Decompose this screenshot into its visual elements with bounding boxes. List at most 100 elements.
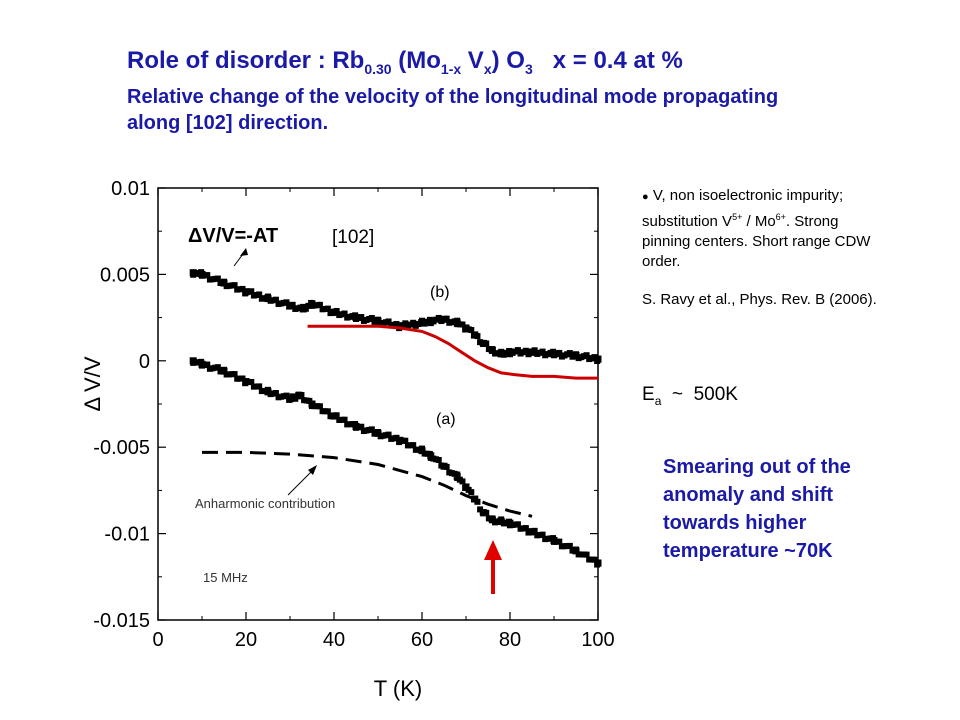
- title-block: Role of disorder : Rb0.30 (Mo1-x Vx) O3 …: [127, 46, 927, 136]
- data-marker: [566, 350, 573, 357]
- data-marker: [483, 340, 490, 347]
- data-marker: [214, 364, 221, 371]
- data-marker: [385, 318, 392, 325]
- data-marker: [283, 392, 290, 399]
- data-marker: [459, 478, 466, 485]
- data-marker: [283, 299, 290, 306]
- data-marker: [393, 321, 400, 328]
- y-tick-label: -0.015: [93, 610, 150, 632]
- data-marker: [333, 307, 340, 314]
- data-marker: [341, 416, 348, 423]
- data-marker: [583, 352, 590, 359]
- data-marker: [204, 361, 211, 368]
- data-marker: [573, 351, 579, 358]
- data-marker: [468, 327, 475, 334]
- reference-note: S. Ravy et al., Phys. Rev. B (2006).: [642, 291, 877, 308]
- chart-annotations: ΔV/V=-AT [102] (b) (a) Anharmonic contributi…: [188, 225, 502, 594]
- y-tick-label: 0.005: [100, 264, 150, 286]
- data-marker: [489, 346, 496, 353]
- x-tick-label: 60: [411, 629, 433, 651]
- data-marker: [316, 301, 323, 308]
- data-marker: [583, 551, 590, 558]
- data-marker: [231, 371, 238, 378]
- formula-arrowhead: [240, 248, 248, 256]
- subtitle-line-2: along [102] direction.: [127, 111, 329, 134]
- x-tick-label: 100: [581, 629, 614, 651]
- data-marker: [204, 272, 211, 279]
- data-marker: [352, 312, 359, 319]
- plot-frame: [157, 187, 599, 621]
- y-axis-label: Δ V/V: [80, 356, 105, 411]
- data-marker: [435, 456, 442, 463]
- data-marker: [454, 471, 461, 478]
- data-marker: [214, 275, 221, 282]
- data-marker: [368, 426, 375, 433]
- data-marker: [483, 509, 490, 516]
- direction-label: [102]: [332, 227, 374, 248]
- data-marker: [531, 527, 538, 534]
- data-marker: [595, 356, 601, 363]
- data-marker: [248, 288, 255, 295]
- data-marker: [514, 521, 521, 528]
- data-marker: [248, 378, 255, 385]
- anomaly-arrowhead: [484, 540, 502, 560]
- chart-ticks: 0 20 40 60 80 100 0.01 0.005 0 -0.005 -0.01 -0.015: [93, 178, 614, 651]
- smearing-note: Smearing out of the anomaly and shift to…: [663, 456, 851, 562]
- data-marker: [573, 546, 579, 553]
- data-marker: [506, 518, 513, 525]
- data-marker: [385, 431, 392, 438]
- slide-title: Role of disorder : Rb0.30 (Mo1-x Vx) O3 …: [127, 47, 683, 77]
- data-marker: [289, 301, 296, 308]
- data-marker: [272, 390, 279, 397]
- data-marker: [595, 560, 601, 567]
- data-marker: [265, 293, 271, 300]
- data-marker: [435, 314, 442, 321]
- data-marker: [221, 366, 227, 373]
- data-marker: [522, 347, 529, 354]
- data-marker: [539, 348, 546, 355]
- data-marker: [459, 321, 466, 328]
- data-marker: [454, 317, 461, 324]
- data-marker: [256, 383, 263, 390]
- data-marker: [352, 420, 359, 427]
- y-tick-label: 0: [139, 351, 150, 373]
- x-tick-label: 20: [235, 629, 257, 651]
- data-marker: [198, 269, 205, 276]
- data-marker: [474, 498, 481, 505]
- chart-axes: T (K) Δ V/V: [80, 187, 599, 701]
- data-marker: [393, 434, 400, 441]
- data-marker: [358, 314, 365, 321]
- data-marker: [591, 556, 598, 563]
- data-marker: [375, 428, 381, 435]
- data-marker: [316, 403, 323, 410]
- curve-b-label: (b): [430, 284, 450, 301]
- x-axis-label: T (K): [374, 676, 422, 701]
- data-marker: [489, 515, 496, 522]
- data-marker: [550, 348, 557, 355]
- data-marker: [272, 296, 279, 303]
- data-marker: [221, 278, 227, 285]
- data-marker: [231, 282, 238, 289]
- series-b: [189, 269, 602, 365]
- data-marker: [443, 315, 450, 322]
- data-marker: [474, 333, 481, 340]
- data-marker: [522, 525, 529, 532]
- data-marker: [539, 531, 546, 538]
- data-marker: [358, 423, 365, 430]
- data-marker: [410, 442, 417, 449]
- curve-a-label: (a): [436, 411, 456, 428]
- data-marker: [443, 463, 450, 470]
- data-marker: [256, 291, 263, 298]
- data-marker: [531, 347, 538, 354]
- y-tick-label: -0.01: [104, 524, 150, 546]
- impurity-note: ● V, non isoelectronic impurity; substit…: [642, 187, 871, 270]
- y-tick-label: -0.005: [93, 437, 150, 459]
- data-marker: [324, 305, 331, 312]
- data-marker: [426, 316, 433, 323]
- frequency-label: 15 MHz: [203, 570, 248, 585]
- data-marker: [566, 542, 573, 549]
- chart-plot: [189, 269, 602, 568]
- data-marker: [550, 535, 557, 542]
- anharmonic-arrowhead: [308, 465, 317, 475]
- subtitle-line-1: Relative change of the velocity of the l…: [127, 85, 779, 108]
